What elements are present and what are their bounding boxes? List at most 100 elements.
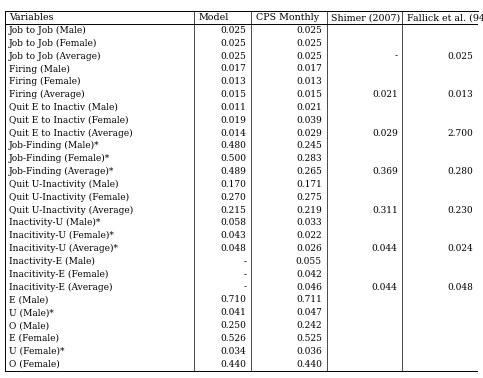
Text: 2.700: 2.700 <box>448 129 473 138</box>
Text: -: - <box>243 257 246 266</box>
Text: 0.029: 0.029 <box>372 129 398 138</box>
Text: Quit E to Inactiv (Female): Quit E to Inactiv (Female) <box>9 116 128 125</box>
Text: 0.369: 0.369 <box>372 167 398 176</box>
Text: Job to Job (Average): Job to Job (Average) <box>9 51 101 60</box>
Text: 0.017: 0.017 <box>296 64 322 73</box>
Text: 0.480: 0.480 <box>220 141 246 150</box>
Text: Model: Model <box>199 13 229 22</box>
Text: 0.029: 0.029 <box>296 129 322 138</box>
Text: 0.047: 0.047 <box>296 308 322 317</box>
Text: 0.046: 0.046 <box>296 283 322 291</box>
Text: 0.171: 0.171 <box>296 180 322 189</box>
Text: 0.283: 0.283 <box>297 154 322 163</box>
Text: Fallick et al. (94): Fallick et al. (94) <box>407 13 483 22</box>
Text: 0.526: 0.526 <box>220 334 246 343</box>
Text: Firing (Average): Firing (Average) <box>9 90 84 99</box>
Text: 0.042: 0.042 <box>296 270 322 279</box>
Text: 0.041: 0.041 <box>220 308 246 317</box>
Text: Quit U-Inactivity (Male): Quit U-Inactivity (Male) <box>9 180 118 189</box>
Text: 0.013: 0.013 <box>296 77 322 86</box>
Text: Inacitivity-E (Average): Inacitivity-E (Average) <box>9 282 112 292</box>
Text: 0.034: 0.034 <box>220 347 246 356</box>
Text: U (Male)*: U (Male)* <box>9 308 54 317</box>
Text: 0.013: 0.013 <box>448 90 473 99</box>
Text: 0.017: 0.017 <box>220 64 246 73</box>
Text: O (Male): O (Male) <box>9 321 49 330</box>
Text: -: - <box>243 270 246 279</box>
Text: 0.025: 0.025 <box>220 52 246 60</box>
Text: E (Female): E (Female) <box>9 334 58 343</box>
Text: 0.025: 0.025 <box>296 39 322 48</box>
Text: 0.044: 0.044 <box>372 283 398 291</box>
Text: 0.021: 0.021 <box>296 103 322 112</box>
Text: U (Female)*: U (Female)* <box>9 347 64 356</box>
Text: Firing (Male): Firing (Male) <box>9 64 70 73</box>
Text: Variables: Variables <box>9 13 53 22</box>
Text: 0.280: 0.280 <box>448 167 473 176</box>
Text: Quit E to Inactiv (Male): Quit E to Inactiv (Male) <box>9 103 117 112</box>
Text: 0.026: 0.026 <box>296 244 322 253</box>
Text: 0.019: 0.019 <box>220 116 246 125</box>
Text: 0.015: 0.015 <box>220 90 246 99</box>
Text: 0.015: 0.015 <box>296 90 322 99</box>
Text: Quit U-Inactivity (Female): Quit U-Inactivity (Female) <box>9 193 129 202</box>
Text: 0.039: 0.039 <box>296 116 322 125</box>
Text: Inacitivity-E (Female): Inacitivity-E (Female) <box>9 270 108 279</box>
Text: 0.048: 0.048 <box>448 283 473 291</box>
Text: E (Male): E (Male) <box>9 296 48 304</box>
Text: 0.219: 0.219 <box>296 206 322 215</box>
Text: Shimer (2007): Shimer (2007) <box>331 13 401 22</box>
Text: 0.311: 0.311 <box>372 206 398 215</box>
Text: 0.215: 0.215 <box>220 206 246 215</box>
Text: 0.022: 0.022 <box>297 231 322 240</box>
Text: 0.024: 0.024 <box>448 244 473 253</box>
Text: 0.525: 0.525 <box>296 334 322 343</box>
Text: 0.500: 0.500 <box>220 154 246 163</box>
Text: Job-Finding (Average)*: Job-Finding (Average)* <box>9 167 114 176</box>
Text: 0.025: 0.025 <box>448 52 473 60</box>
Text: 0.242: 0.242 <box>297 321 322 330</box>
Text: 0.710: 0.710 <box>220 296 246 304</box>
Text: Inactivity-E (Male): Inactivity-E (Male) <box>9 257 95 266</box>
Text: Quit E to Inactiv (Average): Quit E to Inactiv (Average) <box>9 129 132 138</box>
Text: 0.021: 0.021 <box>372 90 398 99</box>
Text: 0.440: 0.440 <box>220 359 246 369</box>
Text: 0.055: 0.055 <box>296 257 322 266</box>
Text: Inacitivity-U (Female)*: Inacitivity-U (Female)* <box>9 231 114 240</box>
Text: 0.245: 0.245 <box>296 141 322 150</box>
Text: 0.025: 0.025 <box>296 26 322 35</box>
Text: 0.265: 0.265 <box>296 167 322 176</box>
Text: 0.230: 0.230 <box>448 206 473 215</box>
Text: -: - <box>243 283 246 291</box>
Text: CPS Monthly: CPS Monthly <box>256 13 319 22</box>
Text: 0.036: 0.036 <box>296 347 322 356</box>
Text: 0.270: 0.270 <box>220 193 246 202</box>
Text: 0.489: 0.489 <box>220 167 246 176</box>
Text: 0.025: 0.025 <box>220 26 246 35</box>
Text: -: - <box>395 52 398 60</box>
Text: 0.014: 0.014 <box>220 129 246 138</box>
Text: 0.011: 0.011 <box>220 103 246 112</box>
Text: Job to Job (Male): Job to Job (Male) <box>9 26 86 35</box>
Text: 0.048: 0.048 <box>220 244 246 253</box>
Text: 0.711: 0.711 <box>296 296 322 304</box>
Text: Inacitivity-U (Average)*: Inacitivity-U (Average)* <box>9 244 118 253</box>
Text: O (Female): O (Female) <box>9 359 59 369</box>
Text: Job to Job (Female): Job to Job (Female) <box>9 39 97 48</box>
Text: 0.170: 0.170 <box>220 180 246 189</box>
Text: Job-Finding (Female)*: Job-Finding (Female)* <box>9 154 110 163</box>
Text: 0.058: 0.058 <box>220 218 246 228</box>
Text: 0.043: 0.043 <box>220 231 246 240</box>
Text: 0.250: 0.250 <box>220 321 246 330</box>
Text: 0.275: 0.275 <box>296 193 322 202</box>
Text: 0.044: 0.044 <box>372 244 398 253</box>
Text: 0.440: 0.440 <box>296 359 322 369</box>
Text: 0.025: 0.025 <box>220 39 246 48</box>
Text: Job-Finding (Male)*: Job-Finding (Male)* <box>9 141 99 150</box>
Text: 0.013: 0.013 <box>220 77 246 86</box>
Text: Quit U-Inactivity (Average): Quit U-Inactivity (Average) <box>9 206 133 215</box>
Text: Inactivity-U (Male)*: Inactivity-U (Male)* <box>9 218 100 228</box>
Text: Firing (Female): Firing (Female) <box>9 77 80 86</box>
Text: 0.025: 0.025 <box>296 52 322 60</box>
Text: 0.033: 0.033 <box>297 218 322 228</box>
